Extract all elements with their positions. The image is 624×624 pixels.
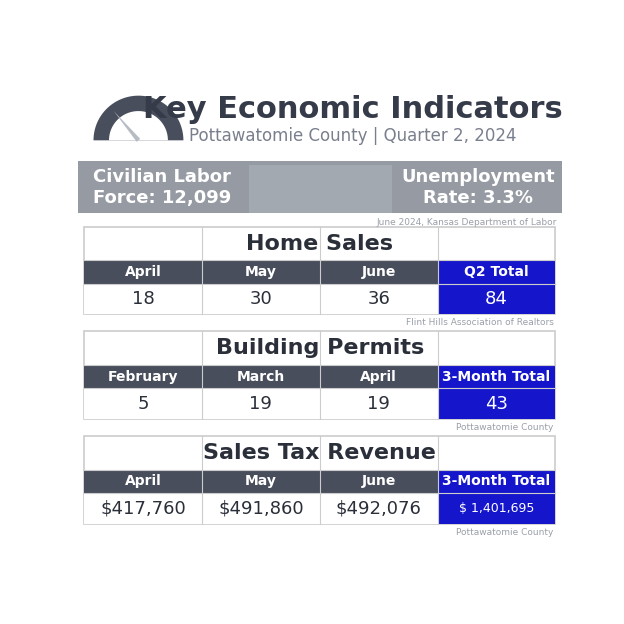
Text: May: May bbox=[245, 474, 277, 489]
Text: 36: 36 bbox=[368, 290, 390, 308]
Text: 18: 18 bbox=[132, 290, 155, 308]
Text: Pottawatomie County: Pottawatomie County bbox=[457, 528, 554, 537]
Polygon shape bbox=[94, 95, 183, 140]
Bar bbox=[84, 388, 202, 419]
Text: Sales Tax Revenue: Sales Tax Revenue bbox=[203, 443, 436, 463]
Bar bbox=[84, 331, 555, 419]
Bar bbox=[84, 365, 202, 388]
Text: May: May bbox=[245, 265, 277, 279]
Polygon shape bbox=[109, 111, 168, 140]
Bar bbox=[437, 470, 555, 493]
Text: Key Economic Indicators: Key Economic Indicators bbox=[144, 95, 563, 124]
Text: Building Permits: Building Permits bbox=[216, 338, 424, 358]
Text: 43: 43 bbox=[485, 394, 508, 412]
Bar bbox=[319, 365, 437, 388]
Text: 3-Month Total: 3-Month Total bbox=[442, 474, 550, 489]
Bar bbox=[84, 227, 555, 314]
Bar bbox=[202, 388, 319, 419]
Text: Flint Hills Association of Realtors: Flint Hills Association of Realtors bbox=[406, 318, 554, 328]
Text: April: April bbox=[360, 369, 397, 384]
Polygon shape bbox=[114, 111, 140, 142]
Bar bbox=[202, 365, 319, 388]
Text: March: March bbox=[236, 369, 285, 384]
Bar bbox=[78, 161, 562, 213]
Bar bbox=[84, 283, 202, 314]
Bar bbox=[319, 260, 437, 283]
Bar bbox=[437, 365, 555, 388]
Text: $417,760: $417,760 bbox=[100, 499, 186, 517]
Text: April: April bbox=[125, 265, 162, 279]
Bar bbox=[84, 260, 202, 283]
Bar bbox=[437, 493, 555, 524]
Text: June: June bbox=[361, 474, 396, 489]
Text: 84: 84 bbox=[485, 290, 508, 308]
Bar bbox=[202, 283, 319, 314]
Bar bbox=[319, 283, 437, 314]
Text: $492,076: $492,076 bbox=[336, 499, 422, 517]
Bar bbox=[319, 388, 437, 419]
Text: June 2024, Kansas Department of Labor: June 2024, Kansas Department of Labor bbox=[376, 218, 557, 227]
Bar bbox=[437, 283, 555, 314]
Text: $491,860: $491,860 bbox=[218, 499, 304, 517]
Text: 5: 5 bbox=[137, 394, 149, 412]
Bar bbox=[84, 470, 202, 493]
Text: June: June bbox=[361, 265, 396, 279]
Bar bbox=[202, 260, 319, 283]
Bar bbox=[84, 436, 555, 524]
Bar bbox=[84, 493, 202, 524]
Text: Q2 Total: Q2 Total bbox=[464, 265, 529, 279]
Text: April: April bbox=[125, 474, 162, 489]
Bar bbox=[319, 493, 437, 524]
Text: Civilian Labor
Force: 12,099: Civilian Labor Force: 12,099 bbox=[92, 168, 231, 207]
Bar bbox=[78, 75, 562, 160]
Text: Pottawatomie County: Pottawatomie County bbox=[457, 423, 554, 432]
Text: Unemployment
Rate: 3.3%: Unemployment Rate: 3.3% bbox=[401, 168, 555, 207]
Bar bbox=[437, 260, 555, 283]
Text: 19: 19 bbox=[250, 394, 272, 412]
Bar bbox=[437, 388, 555, 419]
Text: 3-Month Total: 3-Month Total bbox=[442, 369, 550, 384]
Text: 30: 30 bbox=[250, 290, 272, 308]
Text: February: February bbox=[108, 369, 178, 384]
Text: Home Sales: Home Sales bbox=[246, 233, 393, 253]
Bar bbox=[202, 493, 319, 524]
Text: Pottawatomie County | Quarter 2, 2024: Pottawatomie County | Quarter 2, 2024 bbox=[189, 127, 517, 145]
Text: 19: 19 bbox=[368, 394, 390, 412]
Bar bbox=[248, 165, 392, 213]
Text: $ 1,401,695: $ 1,401,695 bbox=[459, 502, 534, 515]
Bar bbox=[202, 470, 319, 493]
Bar bbox=[319, 470, 437, 493]
